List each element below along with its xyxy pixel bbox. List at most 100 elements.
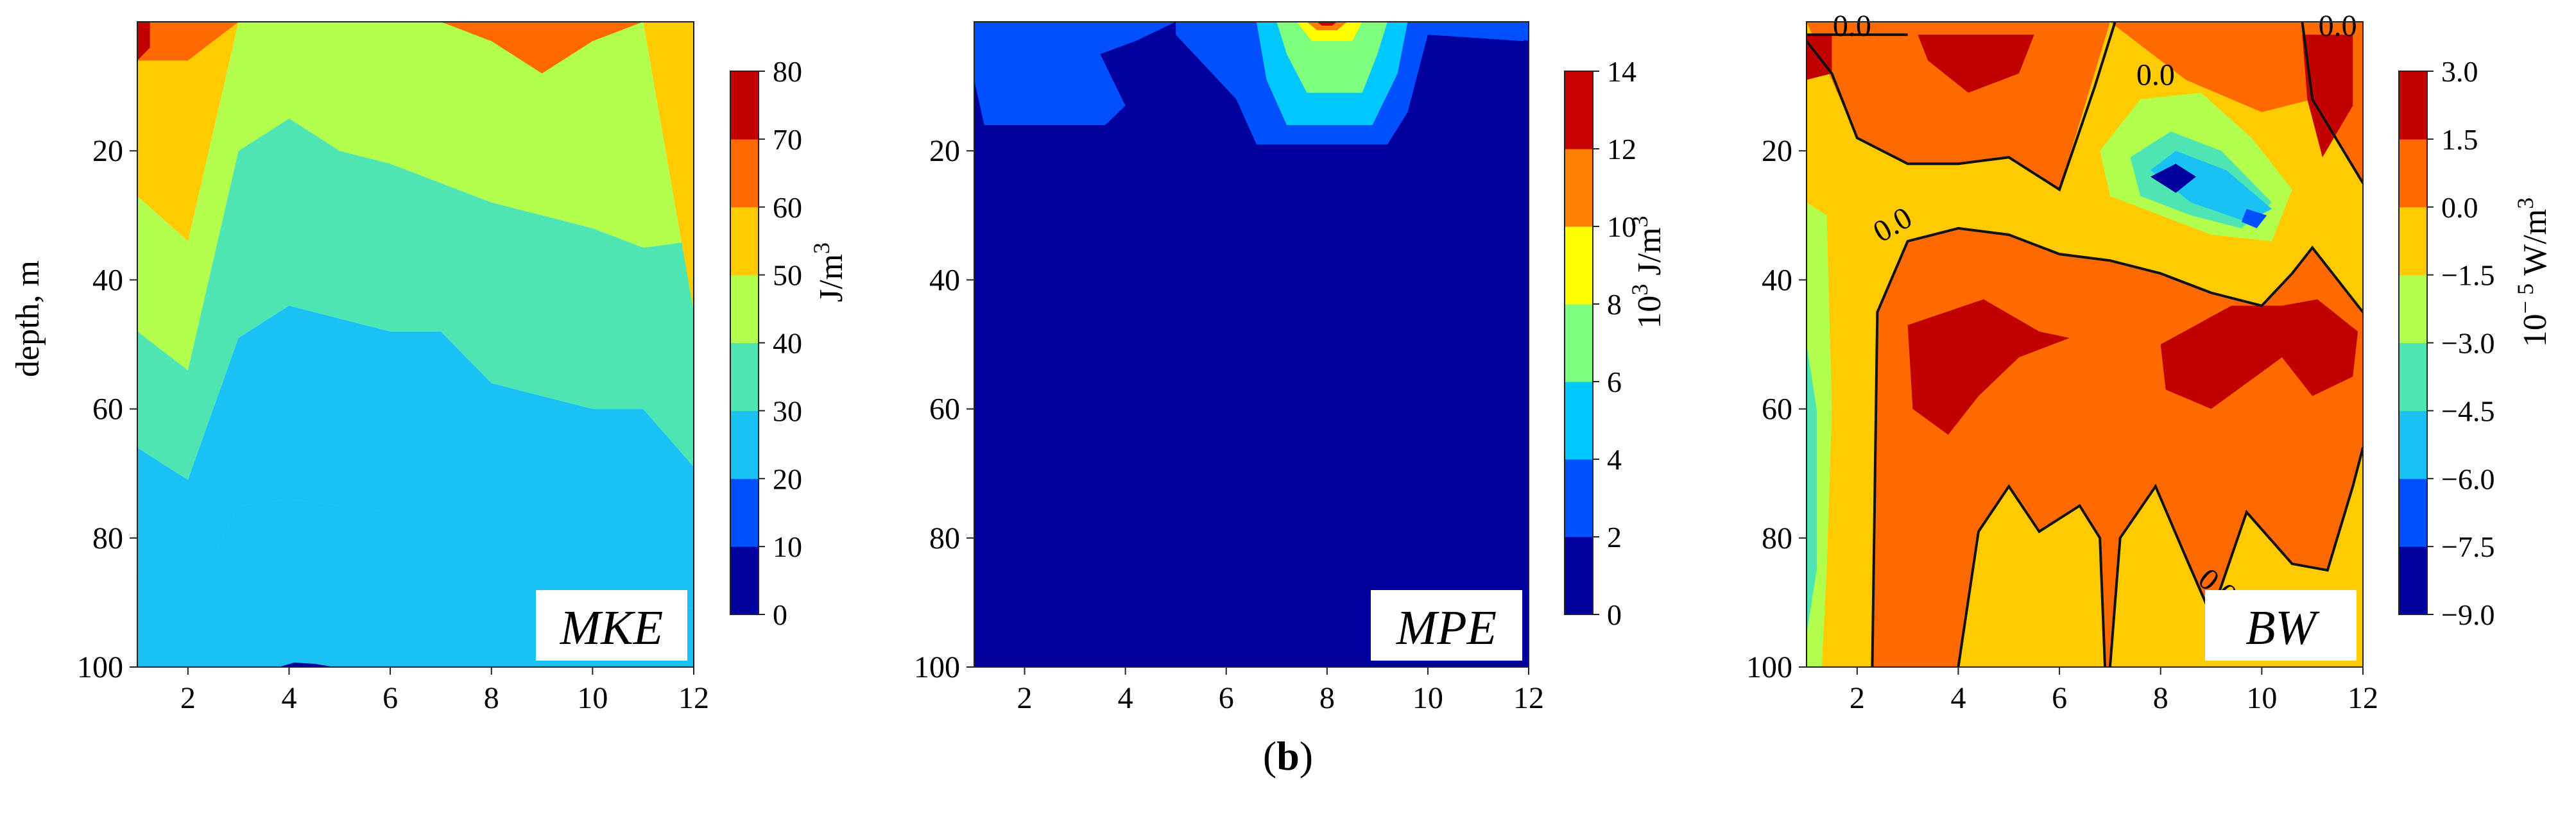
x-tick-label: 4 (1950, 681, 1966, 715)
colorbar-tick-label: −7.5 (2441, 530, 2494, 563)
colorbar-tick-label: −3.0 (2441, 327, 2494, 360)
colorbar-segment (2399, 342, 2427, 411)
colorbar-tick-label: 8 (1607, 288, 1622, 321)
panel-label-box (536, 590, 687, 661)
bw-zero-contour-upper (1807, 22, 2117, 192)
plot-area (137, 22, 694, 667)
x-tick-label: 6 (1219, 681, 1234, 715)
colorbar-segment (2399, 478, 2427, 547)
colorbar-segment (2399, 546, 2427, 615)
colorbar-segment (730, 410, 759, 479)
y-axis-label: depth, m (10, 260, 46, 377)
contour-label: 0.0 (1833, 9, 1871, 43)
contour-label: 0.0 (2319, 9, 2357, 43)
colorbar-label: J/m3 (809, 242, 850, 302)
colorbar-segment (1565, 382, 1593, 460)
panel-label-box (1371, 590, 1522, 661)
x-tick-label: 10 (2246, 681, 2277, 715)
colorbar-tick-label: 10 (1607, 210, 1636, 243)
figure: 24681012month20406080100depth, mMKE80706… (10, 9, 2554, 756)
mpe-surface-layer-left (974, 22, 1176, 125)
bw-fill-left-core (1807, 344, 1817, 635)
mpe-fill-6-8 (1276, 22, 1388, 93)
bw-zero-contour-upper-right (2301, 22, 2363, 184)
x-axis-label: month (1209, 720, 1294, 725)
x-tick-label: 4 (1118, 681, 1133, 715)
colorbar-segment (1565, 304, 1593, 382)
colorbar-tick-label: −9.0 (2441, 598, 2494, 631)
plot-frame (974, 21, 1529, 668)
y-tick-label: 60 (1762, 393, 1792, 427)
y-tick-label: 100 (1746, 650, 1792, 684)
colorbar-label: 10− 5 W/m3 (2512, 198, 2554, 347)
colorbar-tick-label: −6.0 (2441, 462, 2494, 495)
colorbar-tick-label: 1.5 (2441, 123, 2478, 156)
colorbar: 3.0 1.5 0.0 −1.5 −3.0 −4.5 −6.0 −7.5 −9.0 10− 5 W… (2398, 55, 2554, 631)
colorbar-segment (1565, 149, 1593, 227)
chart-svg: 24681012month20406080100depth, mMKE80706… (10, 9, 2554, 756)
x-tick-label: 10 (577, 681, 608, 715)
x-tick-label: 12 (1513, 681, 1544, 715)
colorbar-tick-label: −4.5 (2441, 394, 2494, 427)
y-tick-label: 80 (1762, 521, 1792, 555)
panel-MPE: 24681012month20406080100MPE1412108642010… (914, 21, 1668, 756)
x-tick-label: 2 (180, 681, 196, 715)
x-axis-label: month (2042, 720, 2127, 725)
bw-core-min (2150, 164, 2196, 193)
colorbar-segment (1565, 226, 1593, 305)
panel-label: MPE (1396, 601, 1497, 655)
colorbar-tick-label: 3.0 (2441, 55, 2478, 88)
contour-label: 0.0 (2136, 58, 2175, 92)
mke-fill-20-30 (137, 305, 694, 609)
y-tick-label: 40 (1762, 263, 1792, 297)
y-tick-label: 20 (1762, 134, 1792, 168)
colorbar-tick-label: 0 (1607, 598, 1622, 631)
mpe-corner (1513, 22, 1529, 42)
colorbar-tick-label: 50 (773, 259, 802, 292)
x-tick-label: 6 (2052, 681, 2067, 715)
plot-frame (1806, 21, 2364, 668)
figure-caption: (b) (1262, 733, 1314, 779)
colorbar-tick-label: 80 (773, 55, 802, 88)
x-axis-label: month (373, 720, 458, 725)
bw-core-min-2 (2241, 208, 2267, 228)
colorbar: 14 12 10 8 6 4 2 0 103 J/m3 (1564, 55, 1668, 631)
bw-zero-contour-trough (1957, 484, 2107, 667)
colorbar-segment (1565, 537, 1593, 615)
y-tick-label: 60 (92, 393, 123, 427)
y-tick-label: 20 (929, 134, 960, 168)
bw-zero-contour-lower (1871, 226, 2363, 667)
bw-fill-lower-max-1 (1907, 299, 2070, 435)
panel-label: MKE (560, 601, 663, 655)
mpe-fill-10-12 (1307, 22, 1348, 31)
colorbar-segment (2399, 207, 2427, 276)
colorbar-tick-label: 60 (773, 191, 802, 224)
colorbar-segment (730, 275, 759, 343)
mpe-fill-12-14 (1317, 22, 1337, 26)
plot-area (1807, 22, 2363, 667)
y-tick-label: 20 (92, 134, 123, 168)
y-tick-label: 100 (914, 650, 960, 684)
colorbar-tick-label: 40 (773, 327, 802, 360)
colorbar-segment (2399, 275, 2427, 343)
colorbar-tick-label: 10 (773, 530, 802, 563)
y-tick-label: 60 (929, 393, 960, 427)
mke-fill-40-50 (137, 22, 694, 371)
colorbar-segment (730, 71, 759, 140)
colorbar-segment (730, 546, 759, 615)
colorbar-tick-label: 0.0 (2441, 191, 2478, 224)
colorbar-tick-label: 70 (773, 123, 802, 156)
colorbar-segment (730, 139, 759, 208)
colorbar-label: 103 J/m3 (1627, 216, 1668, 328)
y-tick-label: 80 (92, 521, 123, 555)
mke-fill-60-70 (137, 22, 694, 74)
colorbar-tick-label: 20 (773, 462, 802, 495)
colorbar-tick-label: 4 (1607, 443, 1622, 476)
colorbar-segment (730, 478, 759, 547)
colorbar-tick-label: 2 (1607, 521, 1622, 554)
panel-MKE: 24681012month20406080100depth, mMKE80706… (10, 21, 850, 756)
x-tick-label: 4 (281, 681, 296, 715)
colorbar-tick-label: 0 (773, 598, 787, 631)
mke-fill-0-10 (279, 662, 335, 667)
x-tick-label: 8 (484, 681, 499, 715)
